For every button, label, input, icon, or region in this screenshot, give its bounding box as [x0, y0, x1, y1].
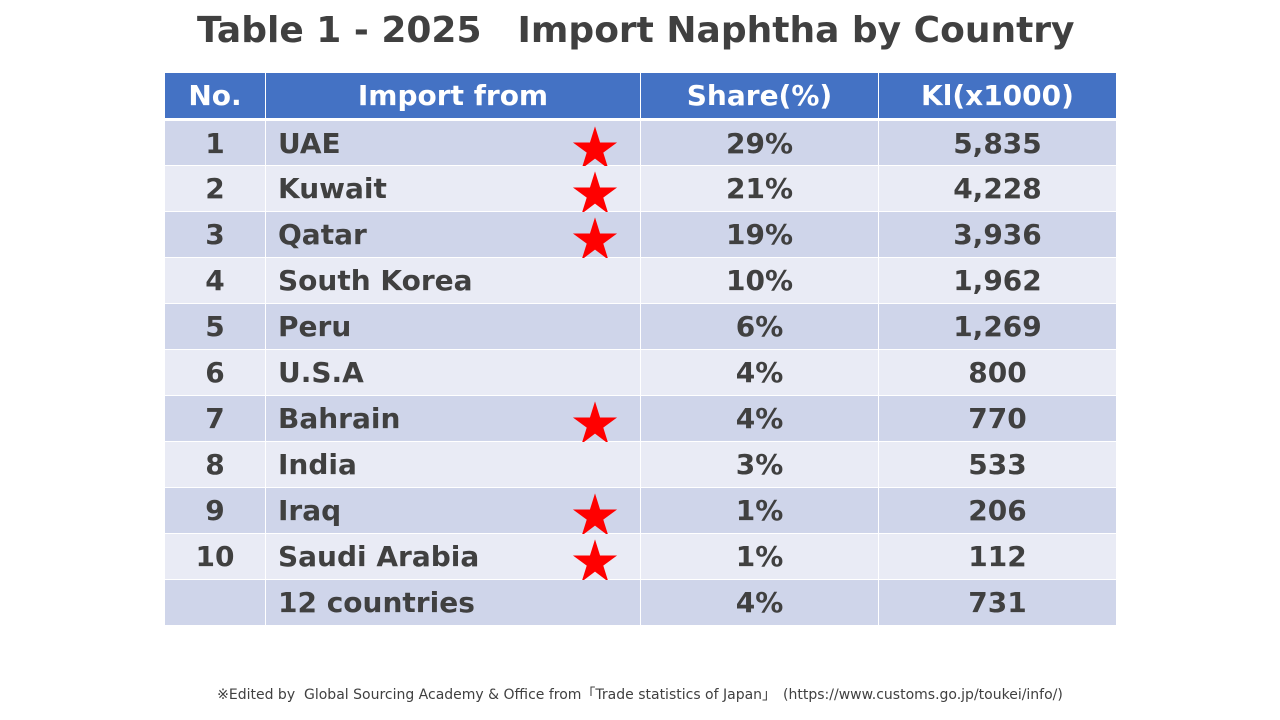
star	[572, 217, 618, 260]
country-cell: U.S.A	[265, 349, 641, 396]
import-table: No. Import from Share(%) Kl(x1000) 1 UAE 29% 5…	[164, 72, 1117, 626]
country-cell: Qatar	[265, 211, 641, 260]
no-cell: 5	[164, 303, 266, 350]
share-cell: 19%	[640, 211, 879, 258]
no-cell: 4	[164, 257, 266, 304]
share-cell: 1%	[640, 533, 879, 580]
table-row: 6 U.S.A 4% 800	[164, 349, 1117, 396]
country-cell: Iraq	[265, 487, 641, 536]
kl-cell: 731	[878, 579, 1117, 626]
star-icon	[572, 217, 618, 260]
kl-cell: 800	[878, 349, 1117, 396]
country-cell: India	[265, 441, 641, 488]
star	[572, 539, 618, 582]
kl-cell: 533	[878, 441, 1117, 488]
country-cell: Saudi Arabia	[265, 533, 641, 582]
no-cell	[164, 579, 266, 626]
country-cell: South Korea	[265, 257, 641, 304]
no-cell: 10	[164, 533, 266, 580]
no-cell: 6	[164, 349, 266, 396]
table-row: 5 Peru 6% 1,269	[164, 303, 1117, 350]
star	[572, 171, 618, 214]
share-cell: 3%	[640, 441, 879, 488]
table-row: 7 Bahrain 4% 770	[164, 395, 1117, 444]
no-cell: 9	[164, 487, 266, 534]
share-cell: 4%	[640, 349, 879, 396]
table-row: 9 Iraq 1% 206	[164, 487, 1117, 536]
header-cell: Share(%)	[640, 72, 879, 121]
kl-cell: 1,269	[878, 303, 1117, 350]
footnote: ※Edited by Global Sourcing Academy & Off…	[217, 687, 1063, 703]
kl-cell: 770	[878, 395, 1117, 442]
table-row: 3 Qatar 19% 3,936	[164, 211, 1117, 260]
star-icon	[572, 493, 618, 536]
table-row: 8 India 3% 533	[164, 441, 1117, 488]
country-cell: Bahrain	[265, 395, 641, 444]
star-icon	[572, 401, 618, 444]
no-cell: 8	[164, 441, 266, 488]
no-cell: 7	[164, 395, 266, 442]
country-cell: UAE	[265, 119, 641, 169]
star-icon	[572, 171, 618, 214]
share-cell: 1%	[640, 487, 879, 534]
kl-cell: 4,228	[878, 165, 1117, 212]
star-icon	[572, 126, 618, 169]
header-cell: No.	[164, 72, 266, 121]
country-cell: 12 countries	[265, 579, 641, 626]
kl-cell: 5,835	[878, 119, 1117, 166]
share-cell: 29%	[640, 119, 879, 166]
share-cell: 4%	[640, 395, 879, 442]
header-cell: Import from	[265, 72, 641, 121]
star	[572, 401, 618, 444]
share-cell: 4%	[640, 579, 879, 626]
table-row: 4 South Korea 10% 1,962	[164, 257, 1117, 304]
no-cell: 3	[164, 211, 266, 258]
kl-cell: 206	[878, 487, 1117, 534]
kl-cell: 3,936	[878, 211, 1117, 258]
title: Table 1 - 2025 Import Naphtha by Country	[197, 10, 1075, 51]
kl-cell: 112	[878, 533, 1117, 580]
share-cell: 6%	[640, 303, 879, 350]
share-cell: 10%	[640, 257, 879, 304]
no-cell: 1	[164, 119, 266, 166]
star	[572, 126, 618, 169]
star	[572, 493, 618, 536]
no-cell: 2	[164, 165, 266, 212]
kl-cell: 1,962	[878, 257, 1117, 304]
header-row: No. Import from Share(%) Kl(x1000)	[164, 72, 1117, 121]
share-cell: 21%	[640, 165, 879, 212]
country-cell: Kuwait	[265, 165, 641, 214]
header-cell: Kl(x1000)	[878, 72, 1117, 121]
table-row: 2 Kuwait 21% 4,228	[164, 165, 1117, 214]
table-row: 12 countries 4% 731	[164, 579, 1117, 626]
table-row: 1 UAE 29% 5,835	[164, 119, 1117, 169]
table-row: 10 Saudi Arabia 1% 112	[164, 533, 1117, 582]
star-icon	[572, 539, 618, 582]
country-cell: Peru	[265, 303, 641, 350]
